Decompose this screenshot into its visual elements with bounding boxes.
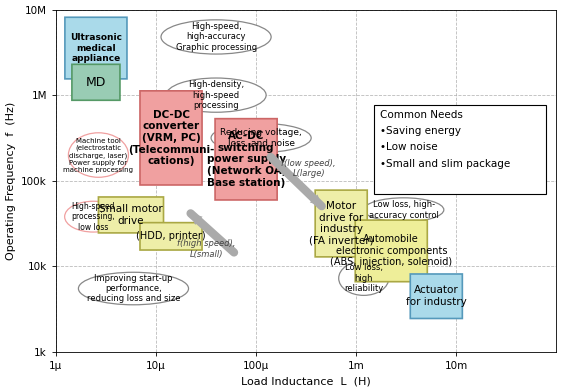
Ellipse shape	[79, 272, 188, 305]
FancyBboxPatch shape	[374, 105, 546, 194]
FancyBboxPatch shape	[98, 197, 164, 233]
Ellipse shape	[65, 201, 122, 232]
FancyBboxPatch shape	[65, 17, 127, 79]
FancyBboxPatch shape	[215, 119, 277, 200]
Text: Automobile
electronic components
(ABS, injection, solenoid): Automobile electronic components (ABS, i…	[330, 234, 452, 267]
Ellipse shape	[339, 261, 389, 296]
Ellipse shape	[211, 123, 311, 152]
Text: Low loss, high-
accuracy control: Low loss, high- accuracy control	[369, 200, 439, 220]
Text: Small motor
drive: Small motor drive	[99, 204, 163, 226]
Text: (HDD, printer): (HDD, printer)	[136, 231, 206, 241]
FancyBboxPatch shape	[140, 223, 202, 250]
Ellipse shape	[364, 198, 444, 222]
Text: Common Needs
•Saving energy
•Low noise
•Small and slim package: Common Needs •Saving energy •Low noise •…	[380, 109, 510, 169]
Text: High-speed
processing,
low loss: High-speed processing, low loss	[71, 202, 115, 232]
FancyBboxPatch shape	[355, 220, 427, 282]
X-axis label: Load Inductance  L  (H): Load Inductance L (H)	[241, 376, 371, 387]
FancyBboxPatch shape	[315, 190, 367, 257]
FancyBboxPatch shape	[140, 91, 202, 185]
Ellipse shape	[161, 20, 271, 54]
FancyBboxPatch shape	[410, 274, 463, 318]
Text: High-density,
high-speed
processing: High-density, high-speed processing	[188, 80, 244, 110]
Text: Actuator
for industry: Actuator for industry	[406, 285, 466, 307]
Text: MD: MD	[86, 76, 106, 89]
FancyBboxPatch shape	[72, 64, 120, 100]
Ellipse shape	[69, 133, 129, 177]
Text: DC-DC
converter
(VRM, PC)
(Telecommuni-
cations): DC-DC converter (VRM, PC) (Telecommuni- …	[128, 110, 214, 166]
Text: Motor
drive for
industry
(FA inverter): Motor drive for industry (FA inverter)	[309, 201, 374, 246]
Text: High-speed,
high-accuracy
Graphic processing: High-speed, high-accuracy Graphic proces…	[175, 22, 257, 52]
Text: Low loss,
high
reliability: Low loss, high reliability	[344, 263, 383, 293]
Text: Ultrasonic
medical
appliance: Ultrasonic medical appliance	[70, 33, 122, 63]
Ellipse shape	[166, 78, 266, 112]
Text: Reducing voltage,
loss, and noise: Reducing voltage, loss, and noise	[220, 128, 302, 148]
Text: Improving start-up
performance,
reducing loss and size: Improving start-up performance, reducing…	[87, 274, 180, 303]
Text: f(high speed),
L(small): f(high speed), L(small)	[177, 240, 235, 259]
Text: f(low speed),
L(large): f(low speed), L(large)	[282, 159, 336, 178]
Text: AC-DC
switching
power supply
(Network OA,
Base station): AC-DC switching power supply (Network OA…	[207, 131, 285, 187]
Y-axis label: Operating Frequency  f  (Hz): Operating Frequency f (Hz)	[6, 102, 16, 260]
Text: Machine tool
(electrostatic
discharge, laser)
Power supply for
machine processin: Machine tool (electrostatic discharge, l…	[64, 138, 133, 172]
